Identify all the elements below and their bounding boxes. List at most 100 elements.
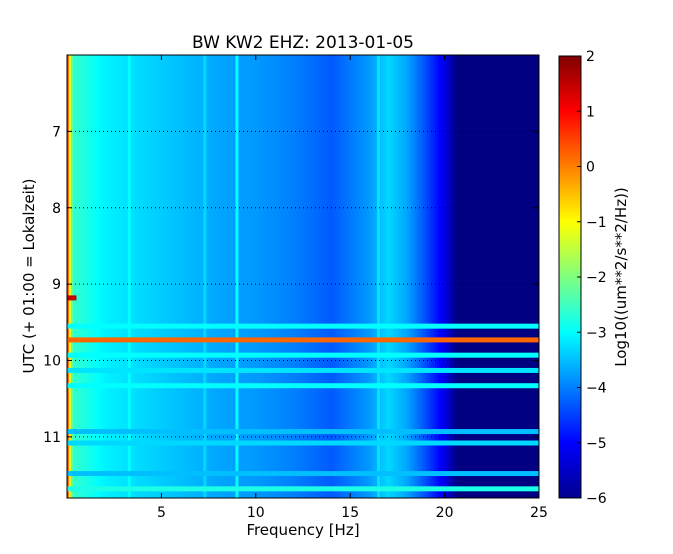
- spectrogram-strip: [513, 55, 516, 498]
- spectrogram-strip: [391, 55, 394, 498]
- x-axis: 5 10 15 20 25: [157, 55, 548, 521]
- spectrogram-strip: [265, 55, 268, 498]
- spectrogram-strip: [213, 55, 216, 498]
- spectrogram-strip: [393, 55, 396, 498]
- spectrogram-strip: [489, 55, 492, 498]
- spectral-line: [67, 55, 69, 498]
- colorbar-tick-label: −4: [586, 381, 607, 397]
- spectrogram-strip: [397, 55, 400, 498]
- spectrogram-strip: [249, 55, 252, 498]
- spectrogram-strip: [467, 55, 470, 498]
- spectrogram-strip: [153, 55, 156, 498]
- spectrogram-strip: [451, 55, 454, 498]
- spectrogram-strip: [333, 55, 336, 498]
- spectrogram-strip: [447, 55, 450, 498]
- spectrogram-strip: [497, 55, 500, 498]
- spectrogram-strip: [389, 55, 392, 498]
- spectrogram-strip: [369, 55, 372, 498]
- transient-band: [67, 486, 539, 492]
- spectrogram-strip: [417, 55, 420, 498]
- y-tick-label: 8: [52, 201, 61, 217]
- spectrogram-strip: [301, 55, 304, 498]
- spectrogram-strip: [453, 55, 456, 498]
- spectrogram-strip: [411, 55, 414, 498]
- spectrogram-strip: [277, 55, 280, 498]
- spectrogram-strip: [519, 55, 522, 498]
- spectrogram-strip: [191, 55, 194, 498]
- spectrogram-strip: [141, 55, 144, 498]
- spectrogram-strip: [149, 55, 152, 498]
- spectrogram-strip: [145, 55, 148, 498]
- spectrogram-strip: [97, 55, 100, 498]
- spectrogram-strip: [537, 55, 539, 498]
- x-tick-label: 10: [247, 505, 265, 521]
- spectrogram-strip: [217, 55, 220, 498]
- spectrogram-strip: [429, 55, 432, 498]
- spectrogram-strip: [221, 55, 224, 498]
- spectrogram-strip: [319, 55, 322, 498]
- spectrogram-strip: [407, 55, 410, 498]
- spectrogram-strip: [445, 55, 448, 498]
- colorbar-tick-label: −5: [586, 436, 607, 452]
- spectrogram-strip: [143, 55, 146, 498]
- spectrogram-strip: [343, 55, 346, 498]
- spectrogram-strip: [243, 55, 246, 498]
- spectrogram-strip: [357, 55, 360, 498]
- spectrogram-strip: [89, 55, 92, 498]
- spectrogram-strip: [349, 55, 352, 498]
- spectrogram-strip: [131, 55, 134, 498]
- spectrogram-strip: [329, 55, 332, 498]
- spectrogram-strip: [215, 55, 218, 498]
- transient-band: [67, 337, 539, 343]
- y-tick-label: 11: [43, 430, 61, 446]
- spectrogram-strip: [223, 55, 226, 498]
- spectrogram-strip: [339, 55, 342, 498]
- spectrogram-strip: [493, 55, 496, 498]
- spectrogram-strip: [461, 55, 464, 498]
- spectrogram-strip: [495, 55, 498, 498]
- spectrogram-strip: [323, 55, 326, 498]
- spectrogram-strip: [101, 55, 104, 498]
- transient-band: [67, 367, 539, 373]
- spectrogram-strip: [437, 55, 440, 498]
- spectrogram-strip: [359, 55, 362, 498]
- x-tick-label: 20: [436, 505, 454, 521]
- spectrogram-strip: [341, 55, 344, 498]
- spectrogram-strip: [95, 55, 98, 498]
- spectrogram-strip: [313, 55, 316, 498]
- spectrogram-strip: [271, 55, 274, 498]
- spectrogram-strip: [239, 55, 242, 498]
- spectral-line: [203, 55, 207, 498]
- spectrogram-strip: [463, 55, 466, 498]
- spectrogram-strip: [509, 55, 512, 498]
- spectrogram-strip: [109, 55, 112, 498]
- spectrogram-strip: [433, 55, 436, 498]
- spectrogram-strip: [105, 55, 108, 498]
- transient-band: [67, 440, 539, 446]
- spectrogram-strip: [233, 55, 236, 498]
- spectrogram-strip: [99, 55, 102, 498]
- spectrogram-strip: [107, 55, 110, 498]
- spectrogram-strip: [79, 55, 82, 498]
- spectrogram-strip: [327, 55, 330, 498]
- spectrogram-strip: [199, 55, 202, 498]
- spectrogram-strip: [195, 55, 198, 498]
- spectrogram-strip: [385, 55, 388, 498]
- spectrogram-strip: [293, 55, 296, 498]
- colorbar-tick-label: 1: [586, 104, 595, 120]
- spectrogram-strip: [209, 55, 212, 498]
- spectrogram-strip: [115, 55, 118, 498]
- spectrogram-strip: [285, 55, 288, 498]
- spectrogram-strip: [263, 55, 266, 498]
- x-tick-label: 5: [157, 505, 166, 521]
- spectrogram-strip: [421, 55, 424, 498]
- spectrogram-strip: [525, 55, 528, 498]
- y-tick-label: 9: [52, 277, 61, 293]
- spectrogram-strip: [257, 55, 260, 498]
- spectrogram-strip: [309, 55, 312, 498]
- spectrogram-strip: [475, 55, 478, 498]
- spectrogram-strip: [511, 55, 514, 498]
- spectrogram-strip: [227, 55, 230, 498]
- spectrogram-strip: [373, 55, 376, 498]
- spectrogram-strip: [125, 55, 128, 498]
